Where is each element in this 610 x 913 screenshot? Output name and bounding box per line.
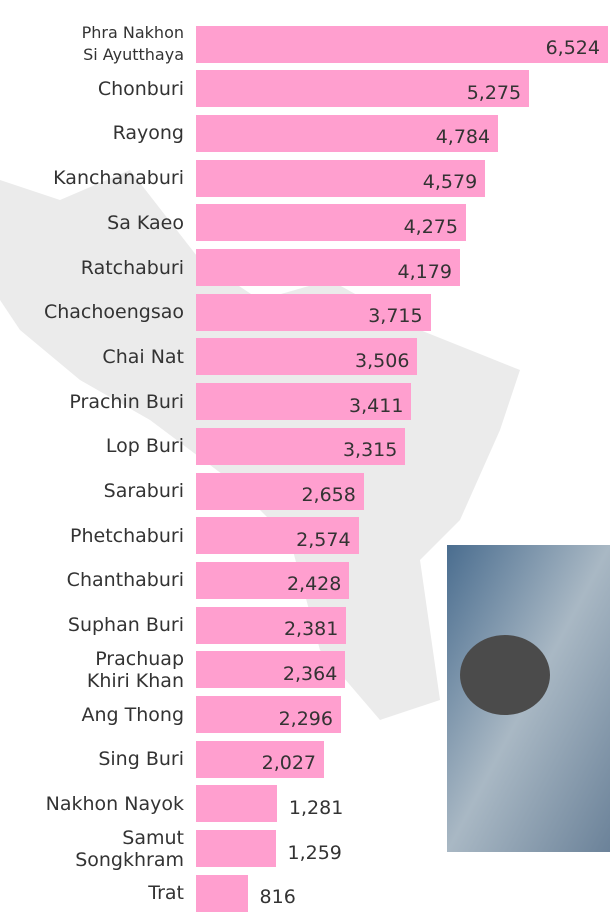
bar <box>196 159 486 197</box>
photo-glove <box>460 635 550 715</box>
category-label: Sa Kaeo <box>107 211 184 234</box>
category-label: Prachin Buri <box>69 390 184 413</box>
value-label: 2,027 <box>261 752 317 775</box>
bar <box>196 561 350 599</box>
bar <box>196 830 276 868</box>
bar <box>196 517 359 555</box>
category-label: Phetchaburi <box>70 524 184 547</box>
value-label: 4,784 <box>435 126 491 149</box>
bar <box>196 472 364 510</box>
value-label: 3,315 <box>342 439 398 462</box>
category-label: Chonburi <box>97 77 184 100</box>
value-label: 4,579 <box>422 171 478 194</box>
value-label: 3,506 <box>355 349 410 372</box>
bar <box>196 114 499 152</box>
bar <box>196 70 530 108</box>
bar <box>196 204 466 242</box>
category-label: Phra Nakhon Si Ayutthaya <box>81 23 184 64</box>
category-label: Suphan Buri <box>67 614 184 637</box>
value-label: 2,381 <box>283 618 339 641</box>
value-label: 3,715 <box>368 305 423 328</box>
category-label: Ang Thong <box>81 703 184 726</box>
bar <box>196 740 324 778</box>
category-label: Saraburi <box>103 480 184 502</box>
bar <box>196 249 460 286</box>
bar <box>196 696 341 733</box>
category-label: Lop Buri <box>105 435 184 458</box>
bar <box>196 874 248 912</box>
value-label: 6,524 <box>545 37 600 59</box>
bar <box>196 338 418 376</box>
category-label: Chai Nat <box>102 345 184 368</box>
category-label: Sing Buri <box>98 748 184 771</box>
category-label: Trat <box>148 882 184 905</box>
category-label: Chachoengsao <box>43 301 184 324</box>
value-label: 2,658 <box>301 484 356 506</box>
value-label: 2,364 <box>282 662 338 685</box>
bar <box>196 293 431 331</box>
bar <box>196 606 347 644</box>
bar <box>196 25 608 63</box>
bar <box>196 427 406 465</box>
category-label: Rayong <box>112 122 184 145</box>
value-label: 2,428 <box>286 573 342 596</box>
bar <box>196 383 412 421</box>
value-label: 4,179 <box>397 260 452 283</box>
category-label: Nakhon Nayok <box>45 792 184 815</box>
value-label: 1,259 <box>287 841 342 864</box>
bar <box>196 651 346 689</box>
category-label: Chanthaburi <box>66 569 184 592</box>
value-label: 2,574 <box>296 528 351 551</box>
category-label: Prachuap Khiri Khan <box>86 647 184 692</box>
category-label: Ratchaburi <box>80 256 184 279</box>
value-label: 5,275 <box>466 81 522 104</box>
category-label: Kanchanaburi <box>53 167 184 190</box>
value-label: 3,411 <box>349 394 404 417</box>
value-label: 4,275 <box>403 215 458 238</box>
bar <box>196 785 277 823</box>
value-label: 2,296 <box>278 707 333 730</box>
category-label: Samut Songkhram <box>75 826 184 871</box>
value-label: 1,281 <box>288 796 344 819</box>
value-label: 816 <box>259 886 296 909</box>
